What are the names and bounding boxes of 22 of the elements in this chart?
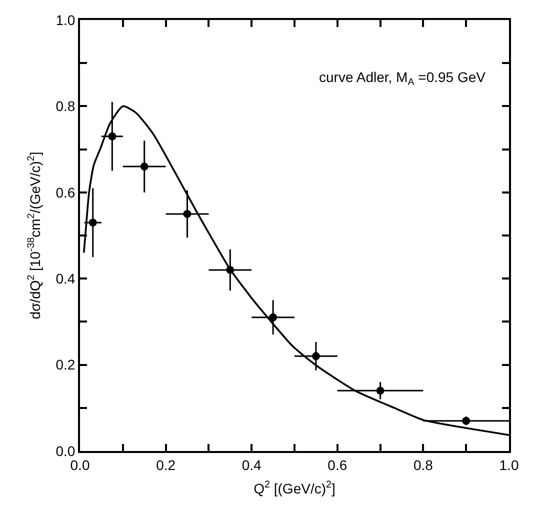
x-axis-title: Q$^{2}$ [(GeV/c)$^{2}$] [254,480,336,497]
point [88,218,97,227]
point [183,210,192,218]
y-tick-label: 0.8 [56,98,76,114]
point [312,352,320,360]
y-tick-label: 0.6 [56,184,76,200]
point [108,132,116,140]
x-tick-label: 0.2 [156,456,176,473]
y-tick-label: 0.4 [56,270,76,286]
x-tick-label: 0.0 [70,456,90,473]
y-tick-label: 0.0 [56,442,76,459]
point [140,162,148,171]
x-tick-label: 1.0 [499,456,519,473]
y-tick-label: 1.0 [56,12,76,28]
y-tick-label: 0.2 [56,356,76,373]
point [376,386,384,395]
x-tick-label: 0.4 [242,456,262,473]
point [269,313,278,322]
annotation: curve Adler, M$_{A}$ =0.95 GeV [319,69,486,88]
point [462,416,470,425]
x-tick-label: 0.6 [328,456,348,473]
x-tick-label: 0.8 [413,456,434,473]
